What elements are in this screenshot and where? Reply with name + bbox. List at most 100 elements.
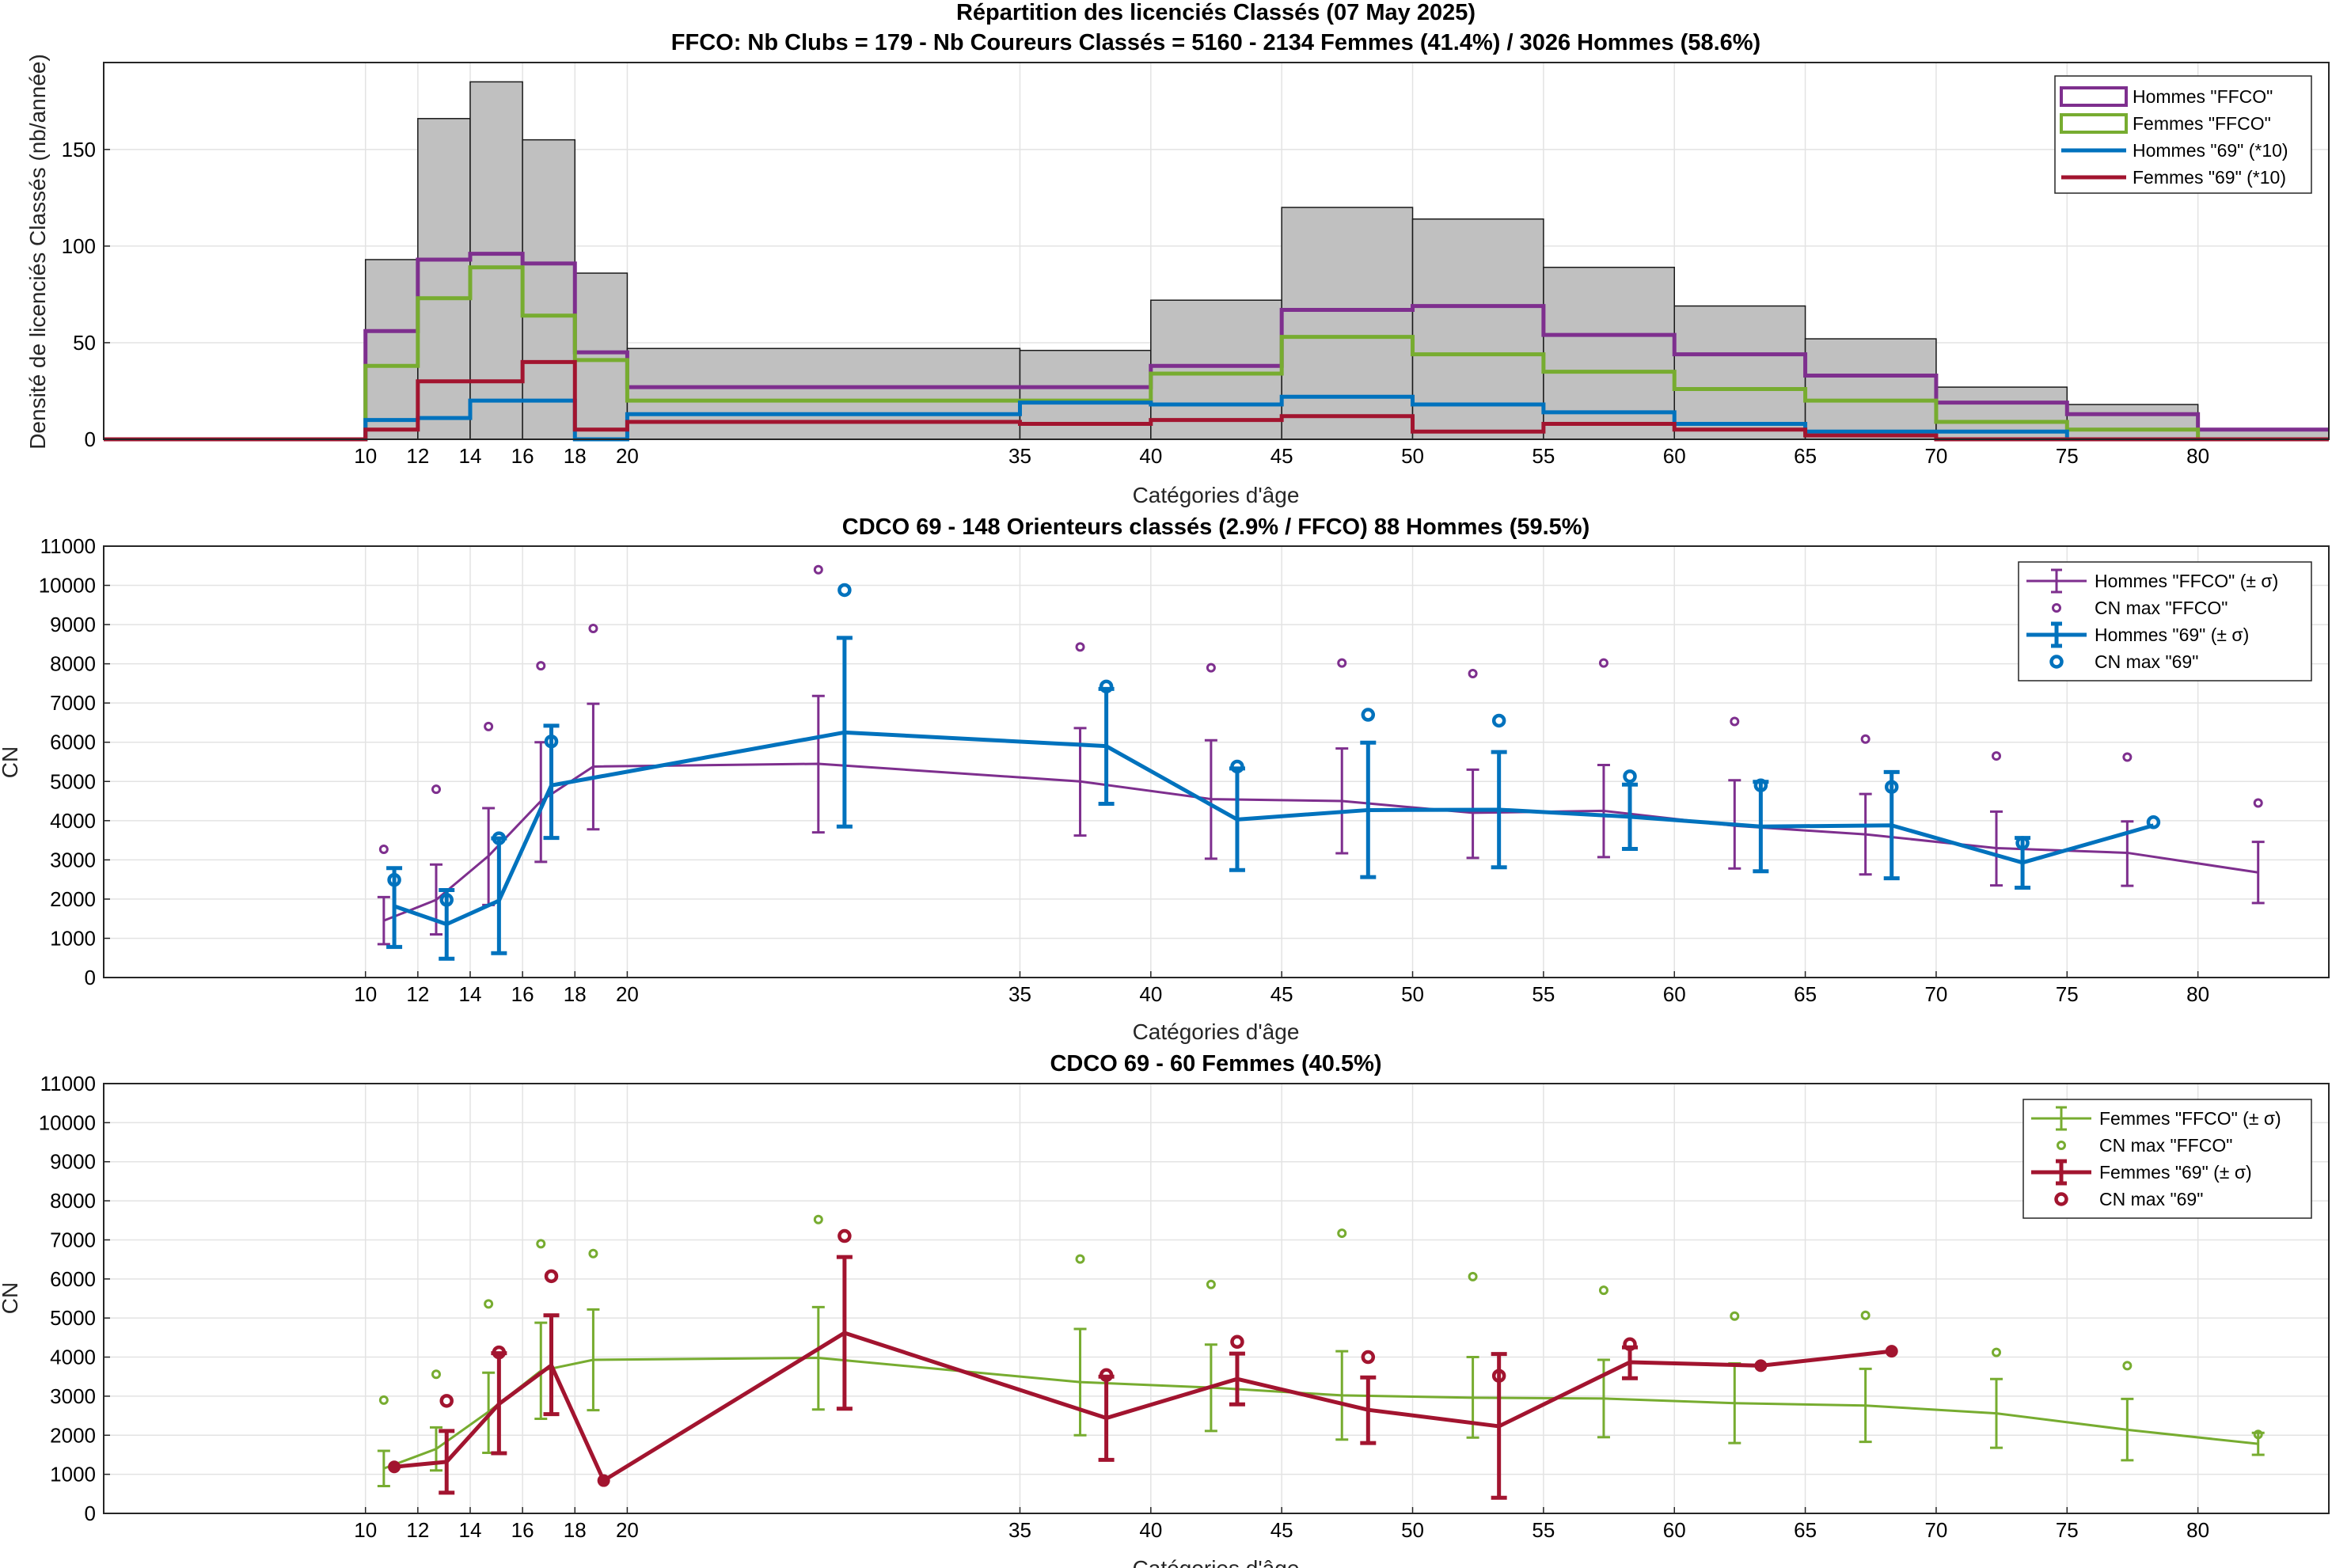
mean-line-femmes-69 xyxy=(393,1331,1892,1483)
cn-max-point xyxy=(1753,778,1768,792)
panel2-xlabel: Catégories d'âge xyxy=(1133,1019,1300,1044)
cn-max-point xyxy=(1598,658,1608,668)
x-tick-label: 16 xyxy=(511,1518,534,1542)
cn-max-point xyxy=(1230,759,1244,774)
x-tick-label: 16 xyxy=(511,444,534,468)
x-tick-label: 16 xyxy=(511,982,534,1006)
cn-max-point xyxy=(484,1299,494,1309)
y-tick-label: 7000 xyxy=(50,691,96,715)
x-tick-label: 65 xyxy=(1794,982,1817,1006)
cn-max-point xyxy=(378,844,389,854)
legend-label: CN max "FFCO" xyxy=(2095,598,2228,618)
panel3-ylabel: CN xyxy=(0,1282,22,1314)
cn-max-point xyxy=(2253,798,2263,808)
x-tick-label: 45 xyxy=(1270,1518,1293,1542)
panel3-title: CDCO 69 - 60 Femmes (40.5%) xyxy=(1050,1051,1381,1076)
legend-label: Hommes "69" (*10) xyxy=(2133,140,2288,161)
x-tick-label: 50 xyxy=(1401,444,1424,468)
cn-max-point xyxy=(1730,1311,1740,1321)
x-tick-label: 75 xyxy=(2056,1518,2079,1542)
cn-max-point xyxy=(1337,658,1347,668)
cn-max-point xyxy=(387,872,401,887)
cn-max-point xyxy=(588,624,598,634)
x-tick-label: 40 xyxy=(1139,1518,1162,1542)
x-tick-label: 40 xyxy=(1139,444,1162,468)
panel-licence-density: Répartition des licenciés Classés (07 Ma… xyxy=(25,0,2330,507)
y-tick-label: 1000 xyxy=(50,926,96,950)
cn-max-point xyxy=(1230,1335,1244,1350)
cn-max-point xyxy=(1337,1228,1347,1239)
cn-max-point xyxy=(837,1228,852,1243)
x-tick-label: 14 xyxy=(459,1518,482,1542)
cn-max-point xyxy=(1992,1347,2002,1357)
x-tick-label: 65 xyxy=(1794,1518,1817,1542)
x-tick-label: 20 xyxy=(616,982,639,1006)
cn-max-point xyxy=(813,564,823,575)
panel1-title: Répartition des licenciés Classés (07 Ma… xyxy=(956,0,1476,25)
cn-max-point xyxy=(2122,752,2133,762)
mean-line-hommes-69 xyxy=(393,730,2155,927)
y-tick-label: 8000 xyxy=(50,1189,96,1213)
y-tick-label: 5000 xyxy=(50,1306,96,1330)
cn-max-point xyxy=(439,1394,454,1408)
x-tick-label: 55 xyxy=(1532,982,1555,1006)
panel1-legend: Hommes "FFCO" Femmes "FFCO" Hommes "69" (*… xyxy=(2054,75,2312,194)
x-tick-label: 40 xyxy=(1139,982,1162,1006)
x-tick-label: 45 xyxy=(1270,982,1293,1006)
x-tick-label: 20 xyxy=(616,444,639,468)
cn-max-point xyxy=(1468,1271,1478,1281)
total-bar xyxy=(2066,404,2199,440)
panel1-subtitle: FFCO: Nb Clubs = 179 - Nb Coureurs Class… xyxy=(671,30,1760,55)
cn-max-point xyxy=(484,721,494,731)
x-tick-label: 14 xyxy=(459,444,482,468)
x-tick-label: 12 xyxy=(406,982,429,1006)
panel2-tick-labels: 10 12 14 16 18 20 35 40 45 50 55 60 65 70 75 80 0 1000 200… xyxy=(39,534,2209,1006)
cn-max-point xyxy=(1206,1279,1216,1289)
cn-max-point xyxy=(2146,815,2161,830)
cn-max-point xyxy=(2122,1361,2133,1371)
cn-max-point xyxy=(1075,642,1085,652)
x-tick-label: 80 xyxy=(2186,982,2209,1006)
panel2-grid xyxy=(104,545,2329,978)
legend-swatch xyxy=(2060,113,2128,134)
y-tick-label: 2000 xyxy=(50,887,96,911)
cn-max-point xyxy=(536,661,546,671)
y-tick-label: 3000 xyxy=(50,1384,96,1408)
x-tick-label: 80 xyxy=(2186,1518,2209,1542)
x-tick-label: 70 xyxy=(1924,982,1947,1006)
y-tick-label: 0 xyxy=(85,1502,96,1525)
x-tick-label: 35 xyxy=(1008,444,1031,468)
cn-max-point xyxy=(439,893,454,907)
x-tick-label: 70 xyxy=(1924,444,1947,468)
cn-max-point xyxy=(492,1345,507,1360)
cn-max-point xyxy=(2015,836,2030,850)
y-tick-label: 4000 xyxy=(50,809,96,833)
cn-max-point xyxy=(1860,734,1871,744)
x-tick-label: 20 xyxy=(616,1518,639,1542)
x-tick-label: 80 xyxy=(2186,444,2209,468)
cn-max-point xyxy=(1099,679,1114,694)
cn-max-point xyxy=(2253,1429,2263,1440)
x-tick-label: 60 xyxy=(1663,982,1686,1006)
x-tick-label: 55 xyxy=(1532,444,1555,468)
legend-swatch xyxy=(2049,655,2064,669)
x-tick-label: 50 xyxy=(1401,982,1424,1006)
x-tick-label: 18 xyxy=(564,444,587,468)
x-tick-label: 75 xyxy=(2056,444,2079,468)
cn-max-point xyxy=(1361,1350,1376,1365)
x-tick-label: 65 xyxy=(1794,444,1817,468)
y-tick-label: 50 xyxy=(73,331,96,355)
panel1-ylabel: Densité de licenciés Classés (nb/année) xyxy=(25,54,50,450)
cn-max-point xyxy=(813,1214,823,1224)
x-tick-label: 12 xyxy=(406,1518,429,1542)
cn-max-point xyxy=(1206,663,1216,673)
cn-max-point xyxy=(492,831,507,845)
panel2-series xyxy=(377,564,2265,961)
mean-line-femmes-ffco xyxy=(383,1357,2258,1470)
x-tick-label: 50 xyxy=(1401,1518,1424,1542)
total-bar xyxy=(522,139,576,440)
y-tick-label: 9000 xyxy=(50,613,96,636)
y-tick-label: 7000 xyxy=(50,1228,96,1251)
panel2-title: CDCO 69 - 148 Orienteurs classés (2.9% /… xyxy=(842,514,1589,540)
y-tick-label: 11000 xyxy=(40,534,96,558)
